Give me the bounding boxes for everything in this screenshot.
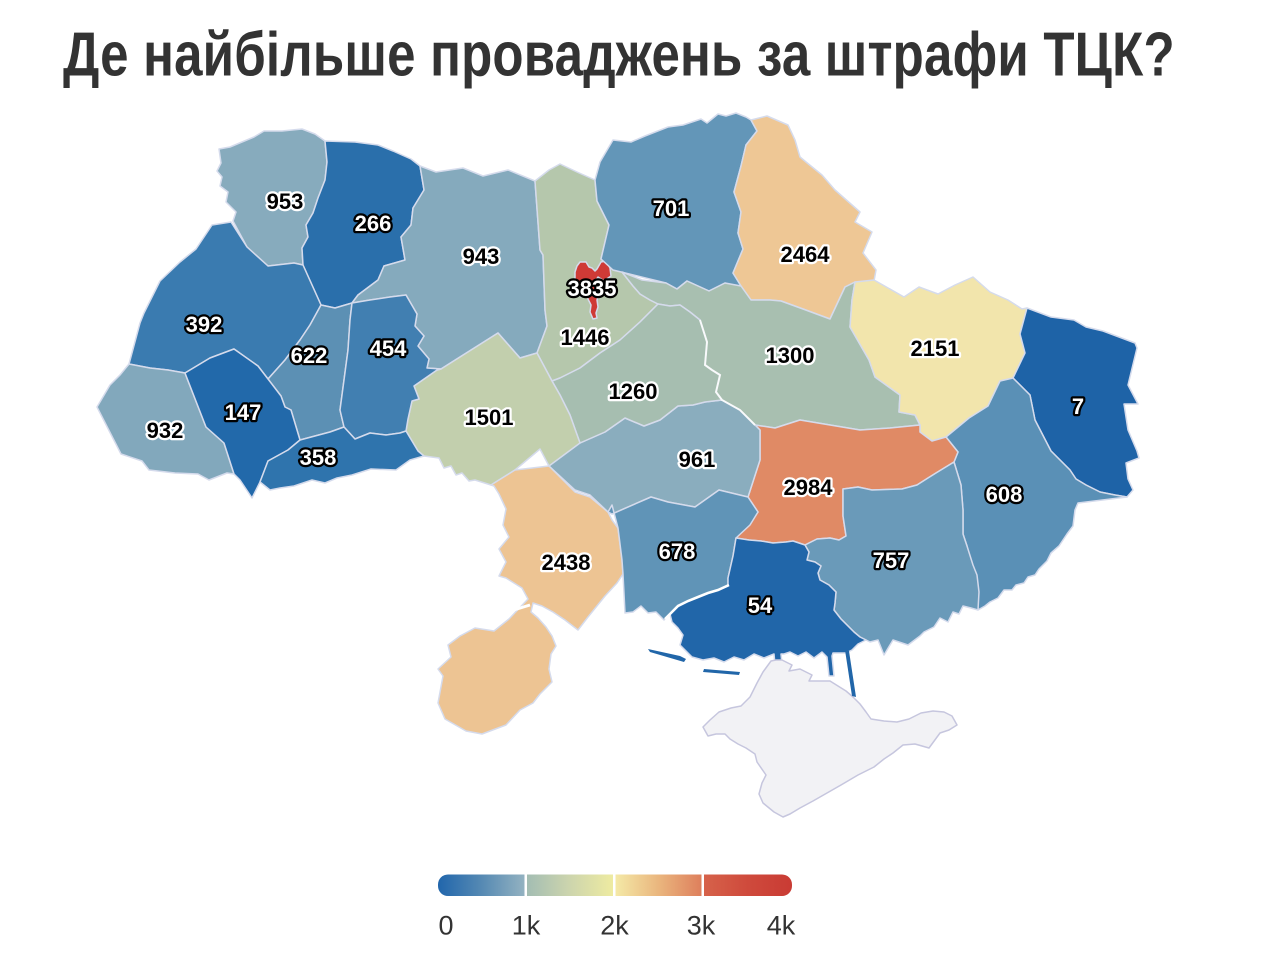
svg-text:266: 266 xyxy=(355,211,392,236)
svg-text:2151: 2151 xyxy=(911,336,960,361)
svg-text:392: 392 xyxy=(186,312,223,337)
svg-text:1300: 1300 xyxy=(766,343,815,368)
svg-text:2984: 2984 xyxy=(784,475,834,500)
svg-text:147: 147 xyxy=(225,400,262,425)
svg-text:0: 0 xyxy=(438,911,453,941)
svg-text:54: 54 xyxy=(748,593,773,618)
svg-text:1446: 1446 xyxy=(561,325,610,350)
svg-text:943: 943 xyxy=(463,244,500,269)
svg-text:2k: 2k xyxy=(600,911,629,941)
svg-text:701: 701 xyxy=(653,196,690,221)
svg-text:358: 358 xyxy=(300,445,337,470)
svg-text:757: 757 xyxy=(873,548,910,573)
svg-text:454: 454 xyxy=(370,336,407,361)
svg-text:3835: 3835 xyxy=(568,276,617,301)
svg-text:1k: 1k xyxy=(512,911,541,941)
svg-text:961: 961 xyxy=(679,447,716,472)
svg-text:2464: 2464 xyxy=(781,242,831,267)
svg-text:678: 678 xyxy=(659,539,696,564)
svg-text:932: 932 xyxy=(147,418,184,443)
svg-text:4k: 4k xyxy=(767,911,796,941)
svg-text:953: 953 xyxy=(267,189,304,214)
svg-text:622: 622 xyxy=(291,343,328,368)
svg-text:3k: 3k xyxy=(687,911,716,941)
svg-text:7: 7 xyxy=(1072,394,1084,419)
svg-text:2438: 2438 xyxy=(542,550,591,575)
svg-text:1260: 1260 xyxy=(609,379,658,404)
svg-text:608: 608 xyxy=(986,482,1023,507)
svg-text:1501: 1501 xyxy=(465,405,514,430)
